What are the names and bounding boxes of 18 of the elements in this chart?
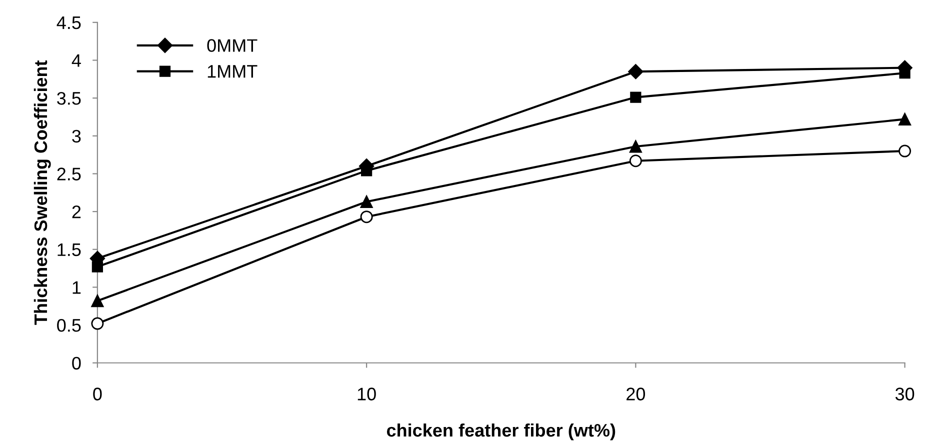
x-axis-title: chicken feather fiber (wt%) [386,423,616,440]
y-tick-label: 1.5 [58,244,81,256]
y-axis-title: Thickness Swelling Coefficient [34,60,51,325]
y-tick-label: 2 [72,205,81,218]
legend-label: 1MMT [208,65,258,78]
y-tick-label: 3.5 [57,92,81,105]
y-tick-label: 4.5 [56,16,81,30]
x-tick-label: 20 [626,388,646,400]
y-tick-label: 0.5 [57,318,81,332]
x-tick-label: 30 [895,388,914,400]
x-tick-label: 10 [358,388,376,400]
y-tick-label: 3 [72,130,81,143]
y-tick-label: 2.5 [57,168,81,180]
y-tick-label: 0 [72,356,81,370]
y-tick-label: 4 [72,54,81,67]
y-tick-label: 1 [72,281,81,294]
legend-label: 0MMT [207,39,258,52]
x-tick-label: 0 [93,388,102,400]
